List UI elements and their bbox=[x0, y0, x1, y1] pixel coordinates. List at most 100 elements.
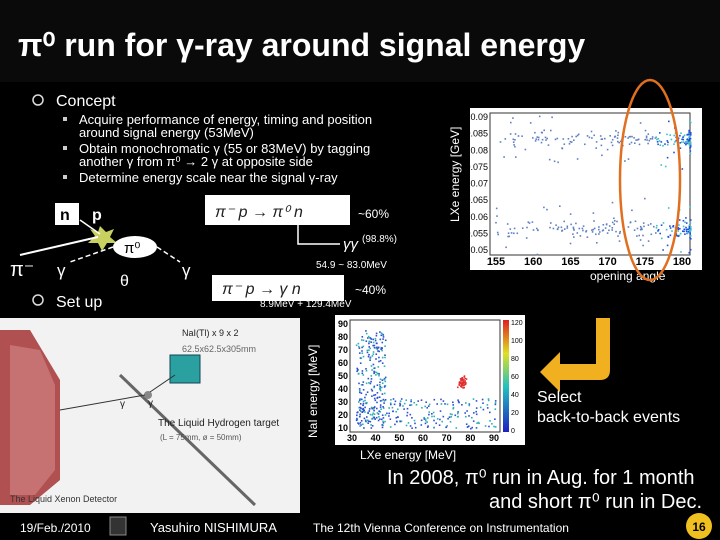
scatter-dot bbox=[610, 141, 613, 144]
scatter-dot bbox=[566, 227, 569, 229]
scatter-dot bbox=[677, 230, 679, 232]
scatter-dot bbox=[689, 232, 691, 234]
scatter-dot bbox=[471, 416, 473, 419]
scatter-dot bbox=[491, 423, 493, 425]
scatter-dot bbox=[627, 137, 629, 139]
color-bar bbox=[503, 320, 509, 432]
scatter-dot bbox=[380, 347, 383, 349]
scatter-dot bbox=[381, 382, 384, 384]
scatter-dot bbox=[372, 341, 375, 344]
scatter-dot bbox=[648, 139, 651, 142]
scatter-dot bbox=[487, 398, 490, 400]
scatter-dot bbox=[378, 374, 380, 377]
scatter-dot bbox=[676, 234, 678, 237]
scatter-dot bbox=[666, 133, 668, 136]
scatter-dot bbox=[361, 370, 364, 372]
scatter-dot bbox=[494, 426, 497, 428]
scatter-dot bbox=[431, 413, 433, 415]
scatter-dot bbox=[461, 379, 464, 381]
y-tick-label: 0.055 bbox=[465, 228, 488, 238]
scatter-dot bbox=[459, 382, 461, 385]
scatter-dot bbox=[666, 156, 669, 159]
scatter-dot bbox=[382, 420, 384, 423]
scatter-dot bbox=[494, 402, 497, 404]
scatter-dot bbox=[572, 226, 575, 229]
scatter-dot bbox=[371, 390, 374, 392]
scatter-dot bbox=[650, 233, 653, 236]
scatter-dot bbox=[414, 422, 416, 425]
scatter-dot bbox=[644, 129, 647, 132]
scatter-dot bbox=[495, 221, 497, 224]
scatter-dot bbox=[411, 427, 413, 429]
scatter-dot bbox=[375, 334, 378, 337]
scatter-dot bbox=[362, 345, 365, 348]
scatter-dot bbox=[361, 346, 363, 349]
scatter-dot bbox=[383, 402, 385, 404]
scatter-dot bbox=[367, 335, 370, 338]
scatter-dot bbox=[635, 139, 637, 141]
scatter-dot bbox=[442, 400, 445, 402]
xenon-label: The Liquid Xenon Detector bbox=[10, 494, 117, 504]
y-tick-label: 70 bbox=[338, 345, 348, 355]
scatter-dot bbox=[618, 232, 621, 235]
scatter-dot bbox=[370, 427, 373, 429]
scatter-dot bbox=[685, 141, 687, 143]
color-tick-label: 0 bbox=[511, 428, 515, 435]
scatter-dot bbox=[413, 401, 415, 404]
scatter-dot bbox=[592, 228, 595, 231]
scatter-dot bbox=[367, 337, 369, 339]
scatter-dot bbox=[494, 418, 496, 420]
y-tick-label: 10 bbox=[338, 423, 348, 433]
scatter-dot bbox=[571, 135, 573, 138]
scatter-dot bbox=[484, 425, 487, 427]
scatter-dot bbox=[473, 412, 475, 414]
scatter-dot bbox=[475, 413, 478, 416]
scatter-dot bbox=[379, 338, 382, 341]
concept-bullets: Acquire performance of energy, timing an… bbox=[63, 112, 372, 185]
y-tick-label: 0.06 bbox=[470, 212, 488, 222]
scatter-dot bbox=[458, 381, 461, 383]
scatter-dot bbox=[370, 365, 373, 367]
scatter-dot bbox=[494, 403, 497, 406]
scatter-dot bbox=[360, 339, 363, 341]
scatter-dot bbox=[667, 141, 669, 144]
scatter-dot bbox=[410, 400, 412, 403]
scatter-dot bbox=[510, 121, 512, 124]
scatter-dot bbox=[689, 120, 691, 123]
scatter-dot bbox=[384, 376, 387, 379]
scatter-dot bbox=[686, 228, 689, 231]
scatter-dot bbox=[660, 224, 663, 226]
scatter-dot bbox=[447, 417, 449, 420]
scatter-dot bbox=[526, 226, 528, 229]
scatter-dot bbox=[361, 352, 364, 354]
gamma-left-label: γ bbox=[57, 261, 66, 280]
scatter-dot bbox=[525, 237, 528, 239]
scatter-dot bbox=[575, 222, 577, 225]
scatter-dot bbox=[487, 399, 490, 402]
scatter-dot bbox=[514, 145, 516, 148]
scatter-dot bbox=[689, 137, 692, 140]
scatter-dot bbox=[374, 337, 377, 340]
plot-frame bbox=[489, 112, 691, 256]
scatter-dot bbox=[440, 403, 443, 405]
scatter-dot bbox=[363, 409, 365, 411]
scatter-dot bbox=[598, 226, 600, 228]
scatter-dot bbox=[371, 369, 373, 371]
scatter-dot bbox=[358, 415, 361, 418]
scatter-dot bbox=[457, 399, 459, 401]
scatter-dot bbox=[689, 150, 692, 152]
scatter-dot bbox=[409, 404, 411, 406]
scatter-dot bbox=[462, 387, 464, 389]
scatter-dot bbox=[631, 135, 633, 138]
scatter-dot bbox=[439, 410, 442, 412]
scatter-dot bbox=[379, 389, 382, 392]
scatter-dot bbox=[373, 413, 376, 415]
scatter-dot bbox=[684, 221, 686, 223]
scatter-dot bbox=[631, 209, 633, 212]
scatter-dot bbox=[438, 424, 441, 426]
scatter-dot bbox=[357, 422, 359, 424]
scatter-dot bbox=[368, 342, 370, 345]
scatter-dot bbox=[370, 406, 373, 409]
scatter-dot bbox=[638, 143, 641, 146]
scatter-dot bbox=[690, 226, 692, 228]
